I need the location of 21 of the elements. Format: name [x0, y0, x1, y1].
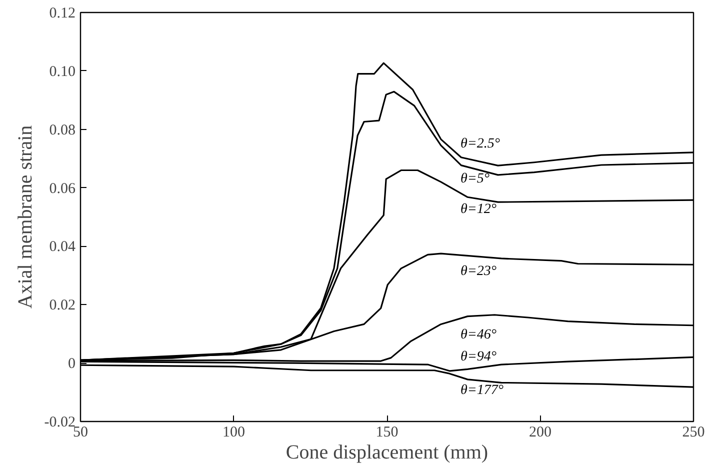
y-tick-label: 0.06	[49, 180, 76, 197]
series-label: θ=94°	[460, 349, 497, 364]
series-label: θ=2.5°	[460, 136, 500, 152]
series-label: θ=177°	[460, 382, 504, 398]
x-tick-label: 100	[222, 424, 245, 440]
series-label: θ=12°	[460, 202, 497, 217]
y-tick-label: 0.08	[49, 122, 76, 138]
y-tick-label: 0.12	[49, 6, 76, 22]
y-axis-title: Axial membrane strain	[14, 125, 36, 309]
y-tick-label: 0.04	[49, 239, 76, 256]
x-tick-label: 200	[529, 424, 552, 440]
series-label: θ=5°	[460, 171, 490, 186]
x-tick-label: 150	[376, 424, 398, 440]
series-label: θ=23°	[460, 264, 497, 279]
y-tick-label: 0.02	[49, 298, 76, 314]
x-tick-label: 250	[682, 424, 705, 440]
series-label: θ=46°	[460, 327, 497, 342]
x-axis-title: Cone displacement (mm)	[286, 442, 488, 464]
x-tick-label: 50	[73, 424, 88, 440]
y-tick-label: 0	[68, 356, 76, 372]
y-tick-label: 0.10	[49, 64, 76, 80]
